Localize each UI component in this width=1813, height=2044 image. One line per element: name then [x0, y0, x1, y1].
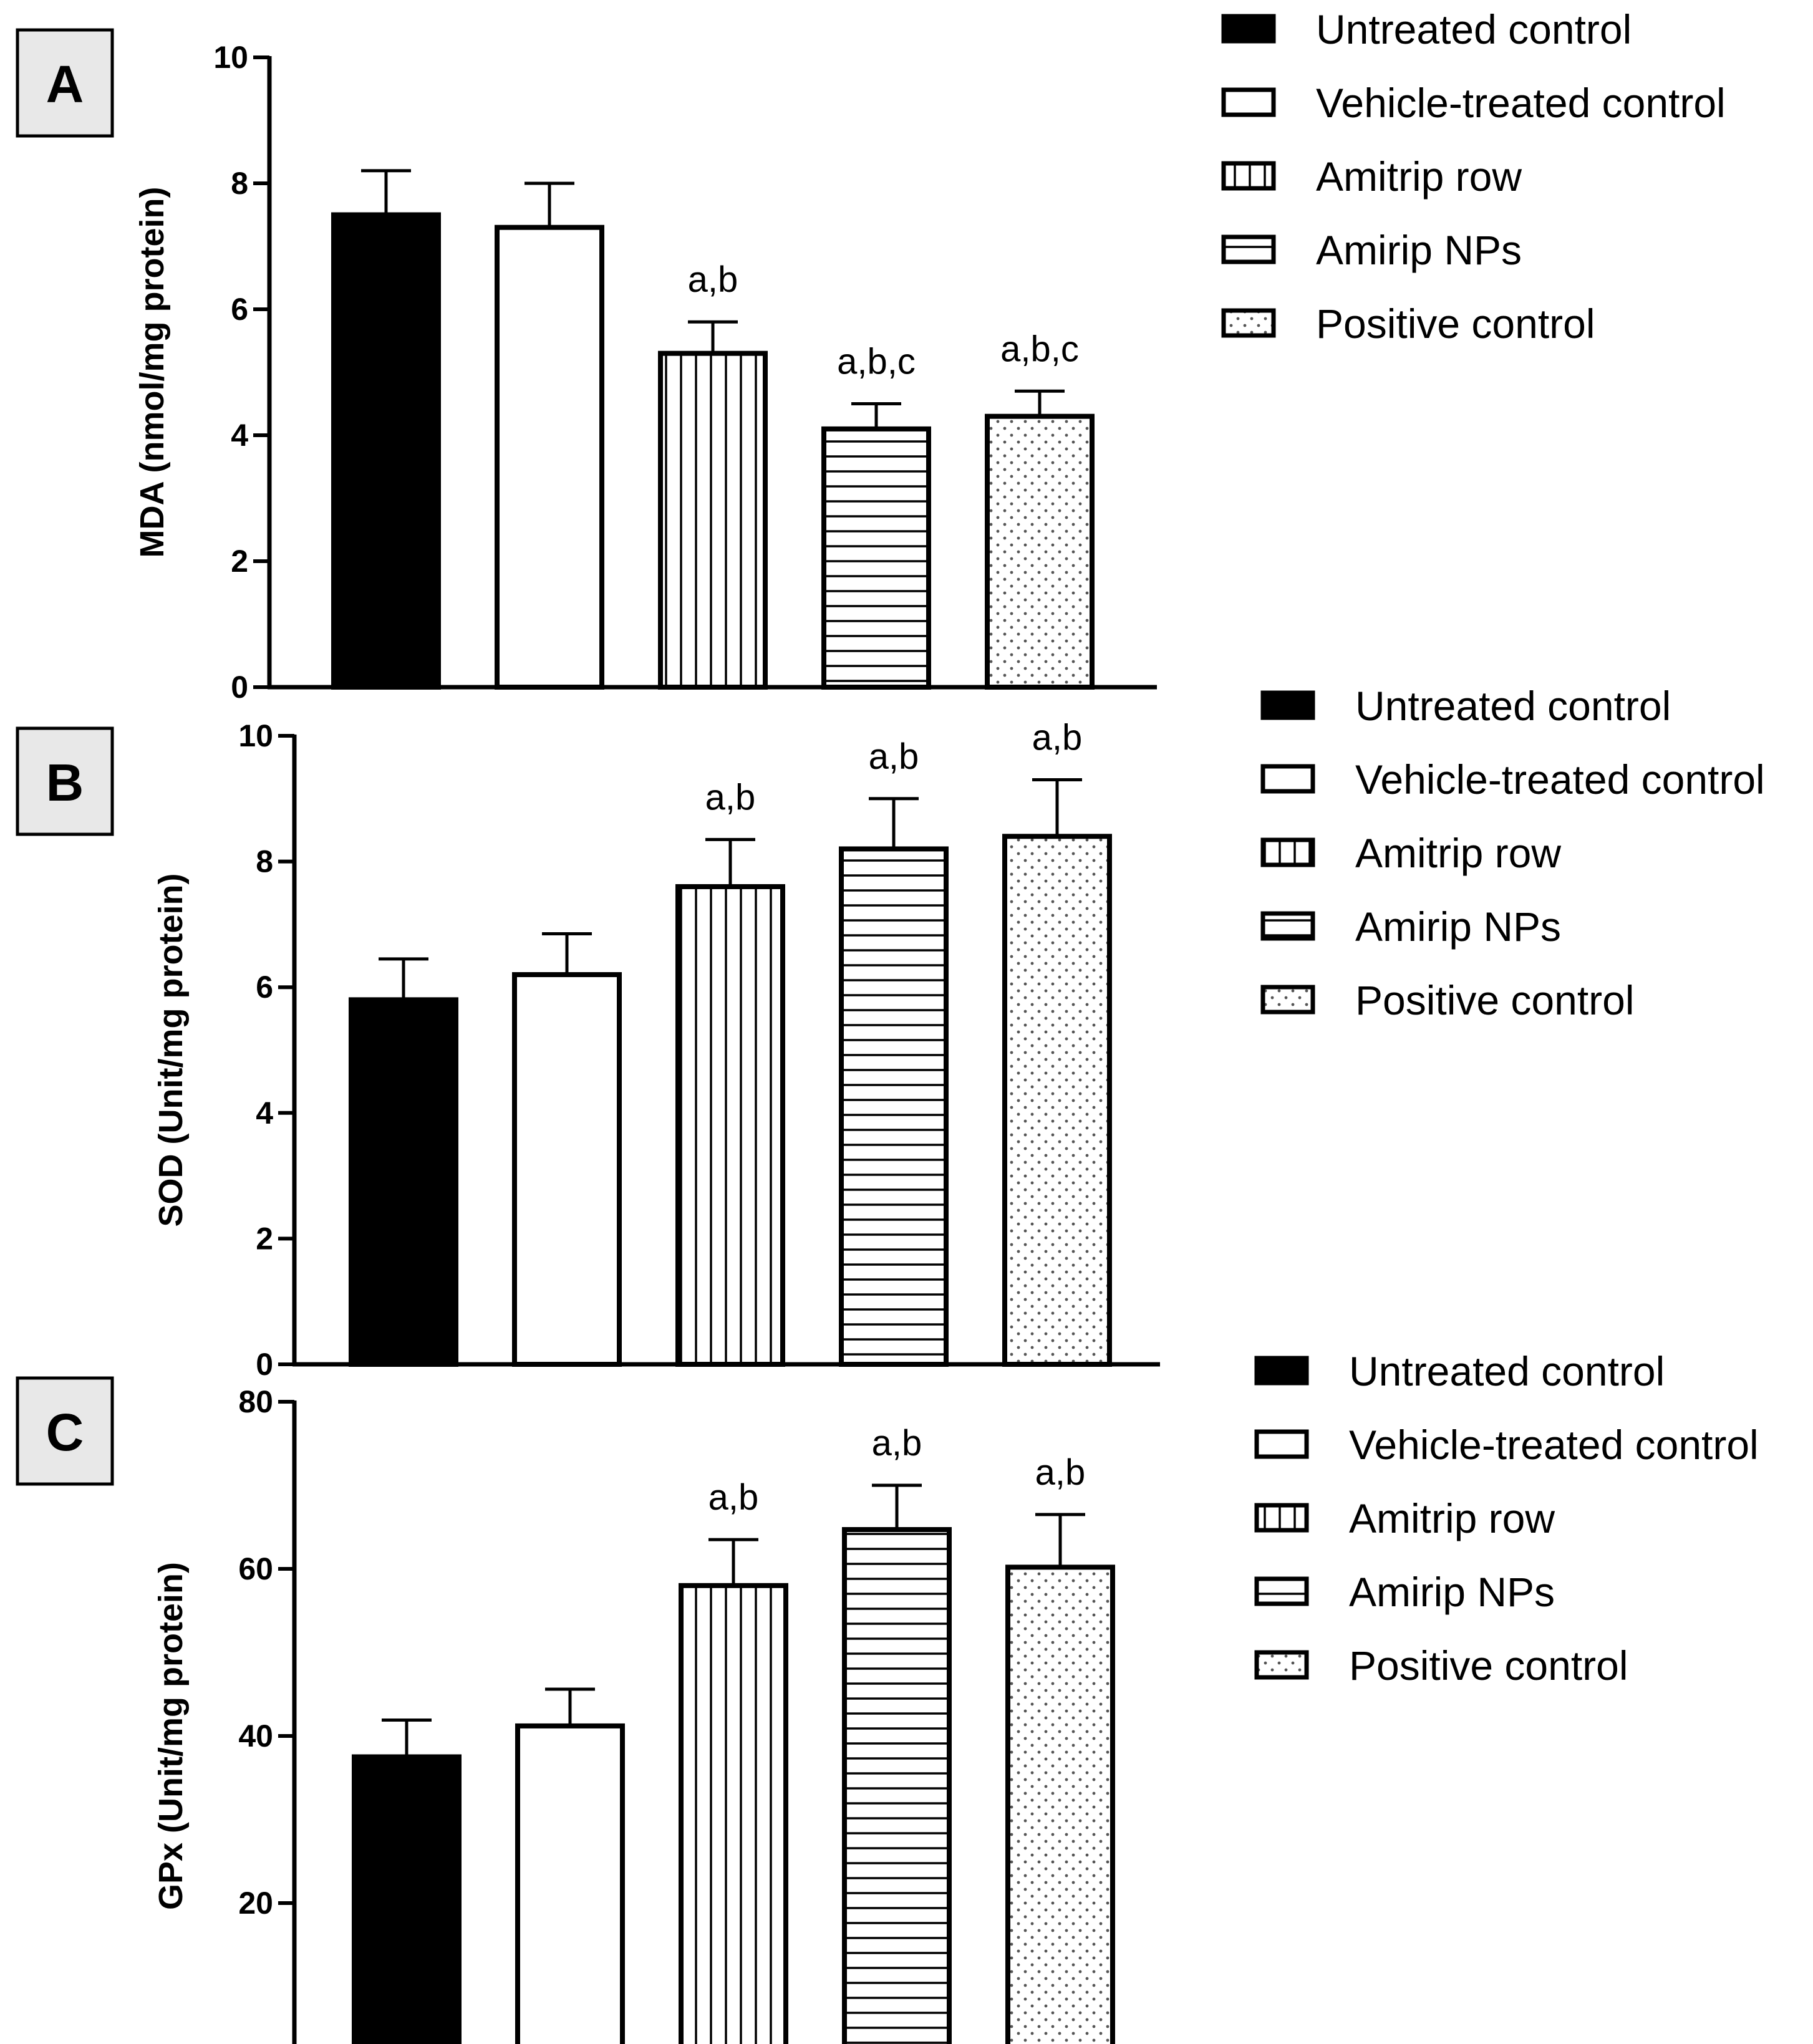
y-tick-label: 2 [231, 544, 248, 579]
legend-swatch [1221, 161, 1276, 191]
y-tick-label: 60 [238, 1551, 273, 1586]
bar [839, 846, 949, 1367]
y-tick-label: 8 [256, 844, 273, 879]
legend-swatch [1260, 837, 1315, 867]
legend-swatch [1254, 1356, 1309, 1386]
bar [1005, 1564, 1115, 2044]
legend-label: Amirip NPs [1349, 1569, 1555, 1615]
legend-label: Untreated control [1349, 1348, 1665, 1394]
y-axis-title: SOD (Unit/mg protein) [152, 874, 190, 1227]
y-tick-label: 6 [256, 970, 273, 1005]
legend-label: Vehicle-treated control [1316, 80, 1726, 126]
panel-label: C [46, 1403, 84, 1462]
panel-label: B [46, 753, 84, 812]
significance-label: a,b [705, 777, 756, 817]
significance-label: a,b [1032, 718, 1083, 758]
legend-label: Amitrip row [1355, 830, 1561, 876]
y-tick-label: 40 [238, 1719, 273, 1753]
significance-label: a,b,c [837, 342, 916, 382]
legend-label: Amitrip row [1316, 153, 1522, 200]
significance-label: a,b,c [1000, 329, 1079, 369]
legend-label: Untreated control [1316, 6, 1632, 52]
bar [515, 1723, 625, 2044]
y-tick-label: 0 [231, 670, 248, 705]
legend-swatch [1260, 985, 1315, 1015]
panel-label-box [16, 28, 114, 138]
significance-label: a,b [688, 259, 738, 300]
chart-panel-B: B 0 2 4 6 8 10 SOD (Unit/mg protein) a,b a,b a,b Un… [16, 683, 1765, 1382]
bar [679, 1583, 788, 2044]
legend-label: Amitrip row [1349, 1495, 1555, 1541]
legend-swatch [1221, 87, 1276, 117]
legend-label: Untreated control [1355, 683, 1671, 729]
y-tick-label: 20 [238, 1886, 273, 1921]
y-tick-label: 4 [231, 418, 248, 453]
legend-swatch [1260, 764, 1315, 794]
legend-label: Vehicle-treated control [1349, 1422, 1759, 1468]
panel-label: A [46, 55, 84, 113]
y-axis-title: MDA (nmol/mg protein) [133, 187, 171, 558]
legend-label: Positive control [1349, 1642, 1628, 1689]
legend-swatch [1254, 1576, 1309, 1606]
legend-swatch [1221, 308, 1276, 338]
legend-label: Amirip NPs [1355, 904, 1561, 950]
legend-swatch [1254, 1650, 1309, 1680]
panel-label-box [16, 1376, 114, 1486]
y-axis-title: GPx (Unit/mg protein) [152, 1562, 190, 1910]
legend-swatch [1254, 1429, 1309, 1459]
bar [349, 997, 458, 1367]
chart-panel-A: A 0 2 4 6 8 10 MDA (nmol/mg protein) a,b a,b,c a,b… [16, 6, 1726, 705]
legend-label: Vehicle-treated control [1355, 756, 1765, 803]
y-tick-label: 4 [256, 1096, 273, 1130]
bar [1002, 834, 1112, 1367]
y-tick-label: 10 [213, 40, 248, 75]
bar [658, 350, 768, 690]
bar [675, 884, 785, 1367]
legend-swatch [1260, 911, 1315, 941]
panel-label-box [16, 726, 114, 836]
y-tick-label: 6 [231, 292, 248, 327]
bar [821, 426, 931, 690]
legend-swatch [1221, 14, 1276, 44]
significance-label: a,b [708, 1477, 759, 1518]
y-tick-label: 2 [256, 1221, 273, 1256]
y-tick-label: 80 [238, 1384, 273, 1419]
legend-label: Amirip NPs [1316, 227, 1522, 273]
y-tick-label: 10 [238, 718, 273, 753]
significance-label: a,b [872, 1423, 922, 1463]
bar [985, 413, 1095, 690]
legend-label: Positive control [1316, 301, 1595, 347]
chart-panel-C: C 0 20 40 60 80 GPx (Unit/mg protein) a,b a,b a,b… [16, 1348, 1759, 2044]
y-tick-label: 0 [256, 1347, 273, 1382]
significance-label: a,b [1035, 1452, 1086, 1493]
significance-label: a,b [869, 736, 919, 777]
bar [842, 1527, 952, 2044]
chart-panels: A 0 2 4 6 8 10 MDA (nmol/mg protein) a,b a,b,c a,b… [16, 6, 1765, 2044]
bar [331, 212, 441, 690]
legend-swatch [1260, 690, 1315, 720]
legend-label: Positive control [1355, 977, 1635, 1023]
bar [352, 1754, 462, 2044]
legend-swatch [1254, 1503, 1309, 1533]
bar [512, 972, 622, 1367]
legend-swatch [1221, 234, 1276, 264]
y-tick-label: 8 [231, 166, 248, 201]
bar [495, 224, 604, 690]
